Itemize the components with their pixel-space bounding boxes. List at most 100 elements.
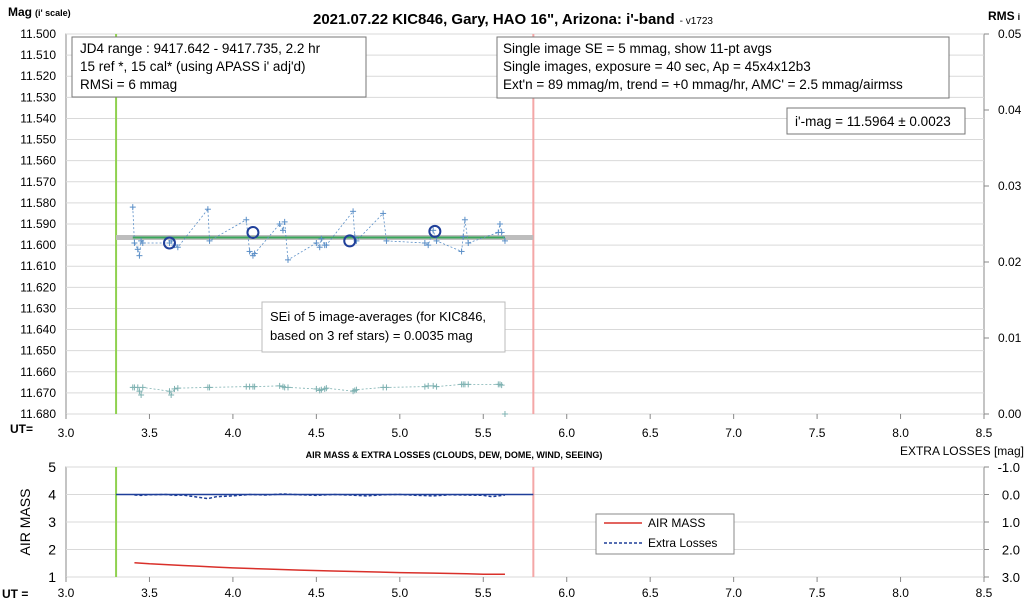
single-image-point xyxy=(174,244,181,251)
annotation-line-1: SEi of 5 image-averages (for KIC846, xyxy=(270,309,486,324)
top-y2-tick-label: 0.01 xyxy=(998,331,1022,345)
top-x-tick-labels: 3.0 3.5 4.0 4.5 5.0 5.5 6.0 6.5 7.0 7.5 8.0 8.5 xyxy=(58,414,993,440)
bottom-y2-tick-label: 1.0 xyxy=(1002,515,1020,530)
bottom-chart-title: AIR MASS & EXTRA LOSSES (CLOUDS, DEW, DO… xyxy=(306,450,603,460)
single-image-point xyxy=(313,240,320,246)
top-x-tick-label: 7.0 xyxy=(725,426,742,440)
single-image-point xyxy=(316,244,323,251)
single-image-point xyxy=(318,235,325,242)
rms-point xyxy=(171,385,178,392)
top-x-tick-label: 5.0 xyxy=(391,426,408,440)
info-box-right: Single image SE = 5 mmag, show 11-pt avg… xyxy=(496,36,950,99)
top-y-tick-label: 11.550 xyxy=(20,133,56,147)
top-y-tick-label: 11.590 xyxy=(20,217,56,231)
single-image-point xyxy=(134,246,141,253)
rms-point xyxy=(421,383,428,390)
single-image-point xyxy=(383,237,390,244)
single-image-point xyxy=(284,256,291,263)
top-x-tick-label: 6.5 xyxy=(642,426,659,440)
bottom-y2-tick-label: 3.0 xyxy=(1002,570,1020,585)
top-x-tick-label: 4.0 xyxy=(225,426,242,440)
single-image-point xyxy=(498,229,505,236)
single-image-point xyxy=(243,216,250,223)
info-box-left: JD4 range : 9417.642 - 9417.735, 2.2 hr … xyxy=(71,36,367,98)
bottom-x-tick-label: 6.5 xyxy=(642,586,659,600)
bottom-x-tick-label: 4.5 xyxy=(308,586,325,600)
rms-point xyxy=(134,384,141,391)
single-image-point xyxy=(430,227,437,234)
average-point xyxy=(246,225,260,239)
top-x-tick-label: 3.0 xyxy=(58,426,75,440)
rms-point xyxy=(276,382,283,389)
rms-point xyxy=(139,384,146,391)
bottom-y2-tick-label: -1.0 xyxy=(998,460,1020,475)
bottom-x-tick-label: 6.0 xyxy=(558,586,575,600)
top-y-tick-label: 11.560 xyxy=(20,154,56,168)
bottom-y2-tick-label: 2.0 xyxy=(1002,543,1020,558)
rms-point xyxy=(138,392,145,398)
top-y-tick-labels: 11.500 11.510 11.520 11.530 11.540 11.550 11.5… xyxy=(20,27,56,421)
rms-point xyxy=(174,385,181,392)
bottom-y2-axis-title: EXTRA LOSSES [mag] xyxy=(900,444,1024,458)
single-image-point xyxy=(129,204,136,211)
result-label: i'-mag = 11.5964 ± 0.0023 xyxy=(795,114,951,129)
average-point xyxy=(343,234,357,248)
single-image-series xyxy=(129,204,508,263)
bottom-y2-tick-labels: -1.0 0.0 1.0 2.0 3.0 xyxy=(984,460,1020,585)
top-y2-tick-labels: 0.05 0.04 0.03 0.02 0.01 0.00 xyxy=(984,27,1022,421)
annotation-box: SEi of 5 image-averages (for KIC846, bas… xyxy=(261,301,506,353)
top-y-tick-label: 11.620 xyxy=(20,280,56,294)
rms-point xyxy=(323,385,330,392)
bottom-x-tick-label: 8.0 xyxy=(892,586,909,600)
rms-point xyxy=(501,411,508,417)
rms-point xyxy=(498,382,505,389)
top-y-grid xyxy=(66,33,984,415)
extra-losses-series-line xyxy=(134,493,506,500)
info-left-line-1: JD4 range : 9417.642 - 9417.735, 2.2 hr xyxy=(80,41,321,56)
top-y2-tick-label: 0.02 xyxy=(998,255,1022,269)
top-y2-axis-title: RMS i xyxy=(988,9,1020,23)
airmass-series-line xyxy=(134,561,505,575)
bottom-y2-tick-label: 0.0 xyxy=(1002,488,1020,503)
top-y-tick-label: 11.510 xyxy=(20,48,56,62)
single-image-point xyxy=(276,221,283,227)
top-x-axis-title: UT= xyxy=(10,422,33,436)
top-y-tick-label: 11.610 xyxy=(20,259,56,273)
info-right-line-2: Single images, exposure = 40 sec, Ap = 4… xyxy=(503,59,811,74)
bottom-x-axis-title: UT = xyxy=(2,587,28,601)
top-y-tick-label: 11.600 xyxy=(20,238,56,252)
top-y-axis-title: Mag (i' scale) xyxy=(8,5,71,19)
single-image-point xyxy=(251,250,258,257)
single-image-point xyxy=(421,240,428,246)
bottom-x-tick-label: 3.5 xyxy=(141,586,158,600)
info-right-line-3: Ext'n = 89 mmag/m, trend = +0 mmag/hr, A… xyxy=(503,77,903,92)
chart-title: 2021.07.22 KIC846, Gary, HAO 16", Arizon… xyxy=(313,11,713,28)
average-series xyxy=(162,224,442,250)
info-left-line-3: RMSi = 6 mmag xyxy=(80,77,177,92)
single-image-point xyxy=(458,248,465,255)
bottom-x-tick-label: 5.5 xyxy=(475,586,492,600)
single-image-point xyxy=(501,237,508,244)
single-image-point xyxy=(139,240,146,246)
bottom-legend: AIR MASS Extra Losses xyxy=(595,513,735,555)
rms-point xyxy=(383,384,390,391)
legend-losses-label: Extra Losses xyxy=(648,536,717,550)
single-image-point xyxy=(168,237,175,244)
info-right-line-1: Single image SE = 5 mmag, show 11-pt avg… xyxy=(503,41,772,56)
top-y2-tick-label: 0.03 xyxy=(998,179,1022,193)
single-image-point xyxy=(425,242,432,249)
single-image-point xyxy=(279,227,286,234)
top-y-tick-label: 11.540 xyxy=(20,111,56,125)
bottom-chart: AIR MASS & EXTRA LOSSES (CLOUDS, DEW, DO… xyxy=(2,444,1024,601)
annotation-line-2: based on 3 ref stars) = 0.0035 mag xyxy=(270,328,473,343)
bottom-x-tick-label: 7.0 xyxy=(725,586,742,600)
single-image-point xyxy=(465,240,472,246)
bottom-x-tick-label: 3.0 xyxy=(58,586,75,600)
top-y-tick-label: 11.570 xyxy=(20,175,56,189)
bottom-y-tick-label: 3 xyxy=(48,514,56,530)
single-image-point xyxy=(496,221,503,227)
rms-point xyxy=(313,385,320,392)
rms-point xyxy=(168,392,175,398)
rms-point xyxy=(430,382,437,389)
bottom-x-tick-label: 7.5 xyxy=(809,586,826,600)
